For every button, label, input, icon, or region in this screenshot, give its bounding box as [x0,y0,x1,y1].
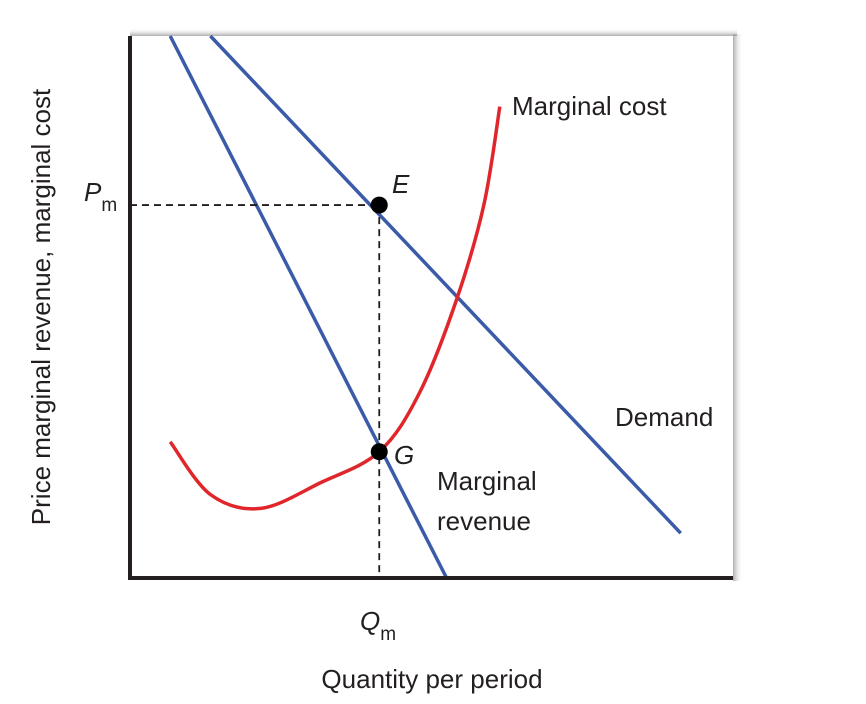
plot-shadow-right [733,34,743,581]
x-axis-title: Quantity per period [321,664,542,694]
series-label-marginal-revenue-line2: revenue [437,506,531,536]
marginal-revenue-line [168,35,449,579]
x-tick-label-qm: Qm [360,606,396,645]
series-layer [168,34,682,579]
guide-layer [130,204,381,578]
point-e-marker [370,196,388,214]
demand-line [209,34,682,535]
point-label-g: G [394,440,414,470]
point-label-e: E [392,169,410,199]
y-tick-label-pm: Pm [84,177,117,216]
point-layer [370,196,388,461]
plot-shadow-top [130,28,737,36]
y-axis-title: Price marginal revenue, marginal cost [26,88,56,525]
plot-area [130,36,733,578]
series-label-demand: Demand [615,402,713,432]
series-label-marginal-revenue-line1: Marginal [437,466,537,496]
marginal-cost-line [168,106,502,511]
point-g-marker [370,443,388,461]
series-label-marginal-cost: Marginal cost [512,91,667,121]
